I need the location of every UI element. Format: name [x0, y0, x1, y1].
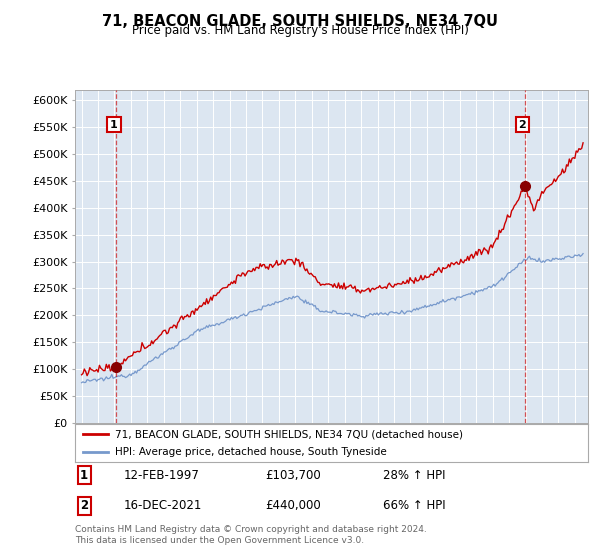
Text: £103,700: £103,700	[265, 469, 320, 482]
Text: 1: 1	[80, 469, 88, 482]
Text: 16-DEC-2021: 16-DEC-2021	[124, 500, 202, 512]
Text: 2: 2	[518, 119, 526, 129]
Text: 12-FEB-1997: 12-FEB-1997	[124, 469, 200, 482]
Text: 71, BEACON GLADE, SOUTH SHIELDS, NE34 7QU: 71, BEACON GLADE, SOUTH SHIELDS, NE34 7Q…	[102, 14, 498, 29]
Text: 1: 1	[110, 119, 118, 129]
Text: 28% ↑ HPI: 28% ↑ HPI	[383, 469, 445, 482]
Text: HPI: Average price, detached house, South Tyneside: HPI: Average price, detached house, Sout…	[115, 447, 387, 457]
Text: 66% ↑ HPI: 66% ↑ HPI	[383, 500, 445, 512]
Text: £440,000: £440,000	[265, 500, 320, 512]
Text: 2: 2	[80, 500, 88, 512]
Text: 71, BEACON GLADE, SOUTH SHIELDS, NE34 7QU (detached house): 71, BEACON GLADE, SOUTH SHIELDS, NE34 7Q…	[115, 429, 463, 439]
Text: Price paid vs. HM Land Registry's House Price Index (HPI): Price paid vs. HM Land Registry's House …	[131, 24, 469, 37]
Text: Contains HM Land Registry data © Crown copyright and database right 2024.
This d: Contains HM Land Registry data © Crown c…	[75, 525, 427, 545]
